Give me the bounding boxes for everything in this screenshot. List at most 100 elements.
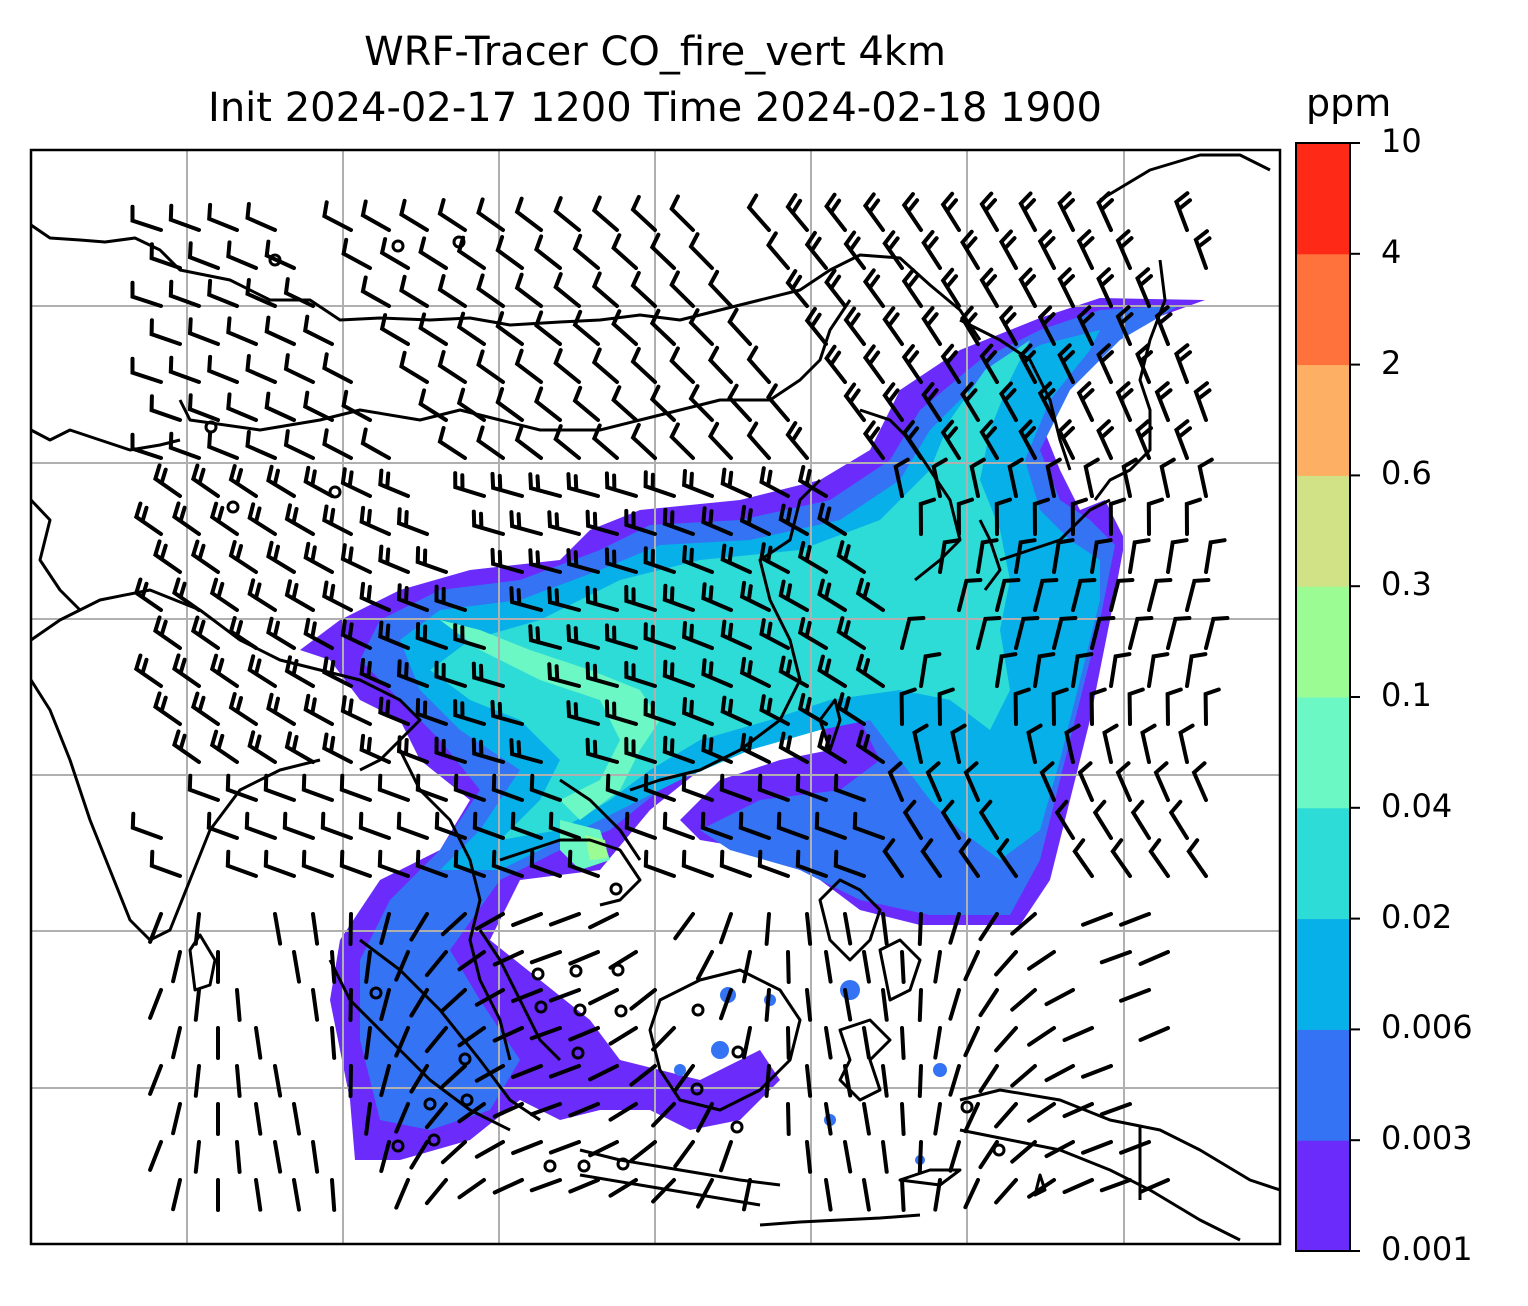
wind-barb: [1174, 343, 1192, 384]
wind-barb: [843, 1140, 853, 1174]
wind-barb: [245, 430, 277, 460]
wind-barb: [1135, 419, 1153, 460]
wind-barb: [994, 1102, 1018, 1129]
wind-barb: [804, 230, 828, 270]
wind-barb: [700, 811, 733, 840]
wind-barb: [681, 849, 714, 878]
wind-barb: [548, 988, 581, 1003]
wind-barb: [836, 616, 866, 650]
wind-barb: [322, 732, 353, 764]
wind-barb: [359, 733, 391, 764]
wind-barb: [649, 232, 676, 270]
wind-barb: [292, 1102, 301, 1136]
wind-barb: [567, 849, 600, 878]
wind-barb: [1027, 1026, 1056, 1047]
wind-barb: [1135, 343, 1153, 384]
wind-barb: [673, 912, 695, 941]
wind-barb: [797, 465, 828, 498]
wind-barb: [396, 659, 429, 688]
wind-barb: [471, 661, 505, 688]
wind-barb: [359, 581, 391, 612]
wind-barb: [171, 1178, 182, 1212]
wind-barb: [901, 268, 923, 308]
wind-barb: [833, 773, 866, 802]
colorbar-segment: [1296, 586, 1350, 698]
wind-barb: [453, 699, 486, 726]
wind-barb: [566, 624, 600, 650]
wind-barb: [303, 617, 334, 650]
wind-barb: [244, 811, 277, 840]
wind-barb: [1027, 1102, 1056, 1123]
wind-barb: [476, 349, 505, 384]
wind-barb: [739, 656, 771, 688]
wind-barb: [921, 382, 942, 422]
wind-barb: [148, 1140, 163, 1172]
wind-barb: [804, 306, 828, 346]
wind-barb: [1044, 1140, 1075, 1159]
colorbar-tick-label: 0.003: [1381, 1119, 1473, 1158]
wind-barb: [1184, 497, 1202, 536]
wind-barb: [1165, 687, 1183, 726]
wind-barb: [893, 457, 910, 498]
wind-barb: [133, 577, 163, 612]
wind-barb: [604, 547, 638, 574]
wind-barb: [720, 619, 752, 650]
wind-barb: [1099, 950, 1132, 965]
colorbar-tick-label: 0.04: [1381, 786, 1453, 825]
wind-barb: [797, 541, 828, 574]
wind-barb: [978, 1064, 999, 1094]
wind-barb: [330, 950, 337, 984]
wind-barb: [434, 736, 467, 764]
wind-barb: [673, 1064, 695, 1093]
wind-barb: [1193, 381, 1212, 422]
wind-barb: [624, 736, 657, 764]
wind-barb: [766, 383, 790, 422]
wind-barb: [409, 988, 429, 1018]
wind-barb: [795, 773, 828, 802]
wind-barb: [457, 950, 486, 972]
wind-barb: [1135, 267, 1153, 308]
wind-barb: [1154, 381, 1173, 422]
wind-barb: [415, 698, 448, 726]
wind-barb: [471, 737, 505, 764]
wind-barb: [474, 988, 505, 1007]
wind-barb: [225, 773, 258, 802]
wind-barb: [608, 1102, 638, 1122]
wind-barb: [529, 773, 562, 802]
wind-barb: [938, 538, 961, 574]
wind-barb: [474, 1064, 505, 1083]
map-border: [29, 148, 1282, 1246]
wind-barb: [707, 421, 733, 460]
wind-barb: [969, 457, 986, 498]
wind-barb: [1033, 652, 1056, 688]
wind-barb: [1147, 578, 1173, 612]
wind-barb: [630, 422, 657, 460]
colorbar-tick-label: 0.006: [1381, 1008, 1473, 1047]
plume-level-0.04: [440, 620, 660, 820]
wind-barb: [359, 505, 391, 536]
wind-barb: [235, 1064, 242, 1098]
wind-barb: [669, 270, 695, 308]
wind-barb: [566, 548, 600, 574]
wind-barb: [264, 391, 296, 422]
wind-barb: [1037, 229, 1056, 270]
wind-barb: [1204, 616, 1230, 650]
wind-barb: [948, 1140, 961, 1173]
wind-barb: [396, 583, 429, 612]
wind-barb: [958, 838, 980, 878]
wind-barb: [547, 586, 581, 612]
wind-barb: [440, 1140, 467, 1165]
wind-barb: [963, 1178, 980, 1210]
wind-barb: [378, 468, 410, 498]
wind-barb: [495, 387, 524, 422]
wind-barb: [881, 1140, 889, 1174]
wind-barb: [719, 773, 752, 802]
wind-barb: [995, 652, 1018, 688]
wind-barb: [651, 1178, 676, 1204]
wind-barb: [960, 229, 980, 270]
wind-barb: [474, 912, 505, 931]
wind-barb: [797, 693, 828, 726]
wind-barb: [1193, 229, 1212, 270]
wind-barb: [960, 305, 980, 346]
wind-barb: [1026, 723, 1043, 764]
